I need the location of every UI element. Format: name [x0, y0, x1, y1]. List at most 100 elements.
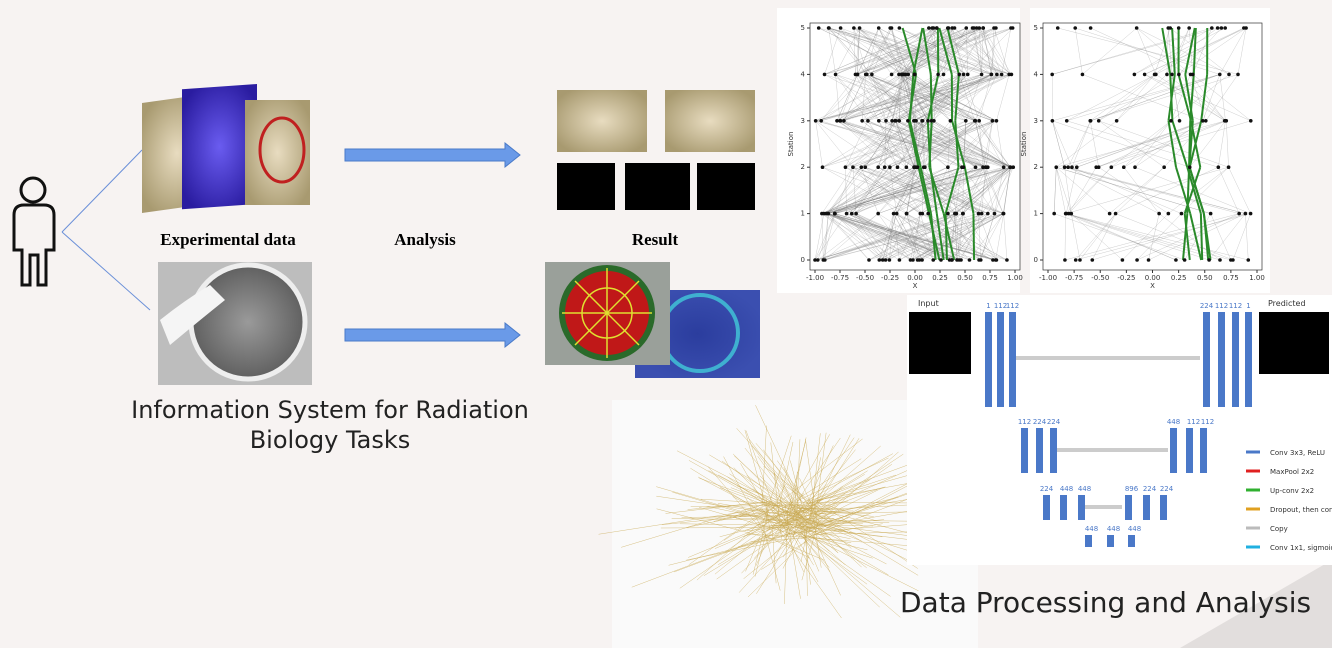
hit [833, 212, 837, 216]
channel-label: 1 [986, 302, 990, 310]
x-tick-label: -1.00 [806, 274, 824, 282]
y-tick-label: 4 [1034, 70, 1039, 78]
hit [981, 26, 985, 30]
hit [823, 73, 827, 77]
channel-label: 112 [1187, 418, 1200, 426]
x-tick-label: 0.00 [1145, 274, 1161, 282]
hit [1114, 212, 1118, 216]
hit [858, 26, 862, 30]
hit [1121, 258, 1125, 262]
hit [1165, 73, 1169, 77]
layer-block [997, 312, 1004, 407]
channel-label: 112 [1006, 302, 1019, 310]
hit [926, 119, 930, 123]
hit [897, 119, 901, 123]
hit [888, 26, 892, 30]
layer-block [1107, 535, 1114, 547]
connector [62, 232, 150, 310]
y-axis-label: Station [1020, 132, 1028, 157]
hit [926, 212, 930, 216]
hit [896, 165, 900, 169]
hit [1162, 165, 1166, 169]
hit [823, 258, 827, 262]
hit [851, 165, 855, 169]
hit [819, 119, 823, 123]
hit [949, 119, 953, 123]
hit [977, 26, 981, 30]
y-tick-label: 0 [1034, 256, 1038, 264]
hit [906, 73, 910, 77]
hit [835, 119, 839, 123]
channel-label: 1 [1246, 302, 1250, 310]
hit [1078, 258, 1082, 262]
hit [932, 119, 936, 123]
hit [1133, 165, 1137, 169]
hit [986, 212, 990, 216]
x-tick-label: 0.50 [957, 274, 973, 282]
hit [953, 212, 957, 216]
hit [1070, 165, 1074, 169]
hit [850, 212, 854, 216]
hit [1236, 73, 1240, 77]
hit [939, 258, 943, 262]
hit [1074, 258, 1078, 262]
person-icon [14, 178, 54, 285]
hit [913, 119, 917, 123]
micro-image [245, 100, 310, 205]
hit [927, 26, 931, 30]
hit [1081, 73, 1085, 77]
hit [1174, 258, 1178, 262]
hit [1056, 26, 1060, 30]
page: Experimental data Analysis Result Inform… [0, 0, 1332, 648]
x-tick-label: 0.75 [1223, 274, 1239, 282]
x-tick-label: 0.00 [907, 274, 923, 282]
x-tick-label: 0.50 [1197, 274, 1213, 282]
layer-block [1085, 535, 1092, 547]
hit [911, 258, 915, 262]
hit [993, 212, 997, 216]
hit [905, 212, 909, 216]
hit [1066, 165, 1070, 169]
hit [827, 26, 831, 30]
hit [957, 258, 961, 262]
track [973, 214, 974, 260]
hit [1090, 258, 1094, 262]
hit [992, 26, 996, 30]
hit [936, 73, 940, 77]
hit [994, 258, 998, 262]
track [1201, 214, 1202, 260]
layer-block [1060, 495, 1067, 520]
hit [1143, 73, 1147, 77]
hit [1229, 258, 1233, 262]
y-tick-label: 1 [801, 210, 805, 218]
layer-block [1160, 495, 1167, 520]
hit [1187, 26, 1191, 30]
hit [1069, 212, 1073, 216]
layer-block [1200, 428, 1207, 473]
hit [1188, 165, 1192, 169]
hit [883, 165, 887, 169]
hit [972, 26, 976, 30]
hit [919, 212, 923, 216]
panel-label: Result [632, 230, 679, 249]
hit [1177, 26, 1181, 30]
hit [1075, 165, 1079, 169]
hit [923, 165, 927, 169]
channel-label: 896 [1125, 485, 1139, 493]
hit [1237, 212, 1241, 216]
y-tick-label: 3 [801, 117, 805, 125]
layer-block [1203, 312, 1210, 407]
hit [1133, 73, 1137, 77]
hit [860, 119, 864, 123]
caption-right: Data Processing and Analysis [900, 586, 1311, 619]
hit [920, 258, 924, 262]
connector [62, 150, 142, 232]
layer-block [1143, 495, 1150, 520]
channel-label: 448 [1078, 485, 1091, 493]
hit [825, 212, 829, 216]
layer-block [985, 312, 992, 407]
hit [898, 258, 902, 262]
hit [892, 212, 896, 216]
hit [979, 258, 983, 262]
channel-label: 224 [1040, 485, 1054, 493]
